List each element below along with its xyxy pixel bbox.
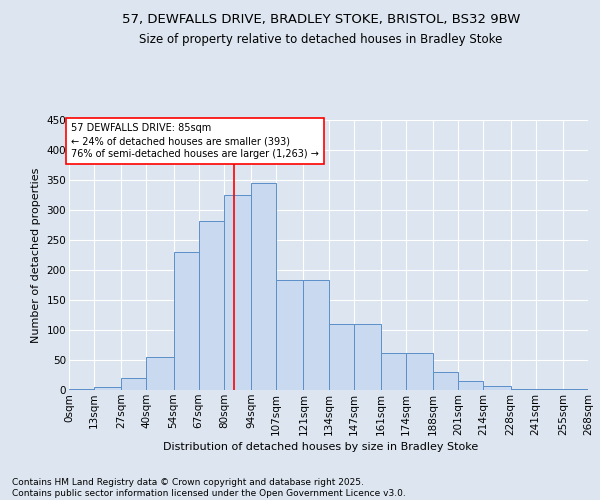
Text: 57, DEWFALLS DRIVE, BRADLEY STOKE, BRISTOL, BS32 9BW: 57, DEWFALLS DRIVE, BRADLEY STOKE, BRIST… <box>122 12 520 26</box>
Bar <box>406 353 433 390</box>
Text: Contains HM Land Registry data © Crown copyright and database right 2025.
Contai: Contains HM Land Registry data © Crown c… <box>12 478 406 498</box>
Bar <box>94 387 121 390</box>
Bar <box>173 252 199 390</box>
Text: Size of property relative to detached houses in Bradley Stoke: Size of property relative to detached ho… <box>139 32 503 46</box>
Bar <box>511 389 536 390</box>
Bar <box>304 280 329 390</box>
Bar <box>381 353 406 390</box>
Bar <box>69 389 94 390</box>
Y-axis label: Number of detached properties: Number of detached properties <box>31 168 41 342</box>
Bar <box>458 381 484 390</box>
Bar <box>484 386 511 390</box>
Bar <box>146 357 173 390</box>
Bar <box>353 324 381 390</box>
Bar <box>224 195 251 390</box>
Text: 57 DEWFALLS DRIVE: 85sqm
← 24% of detached houses are smaller (393)
76% of semi-: 57 DEWFALLS DRIVE: 85sqm ← 24% of detach… <box>71 123 319 160</box>
Bar <box>276 280 304 390</box>
Text: Distribution of detached houses by size in Bradley Stoke: Distribution of detached houses by size … <box>163 442 479 452</box>
Bar <box>251 183 276 390</box>
Bar <box>329 324 353 390</box>
Bar <box>536 389 563 390</box>
Bar <box>121 378 146 390</box>
Bar <box>199 221 224 390</box>
Bar <box>433 372 458 390</box>
